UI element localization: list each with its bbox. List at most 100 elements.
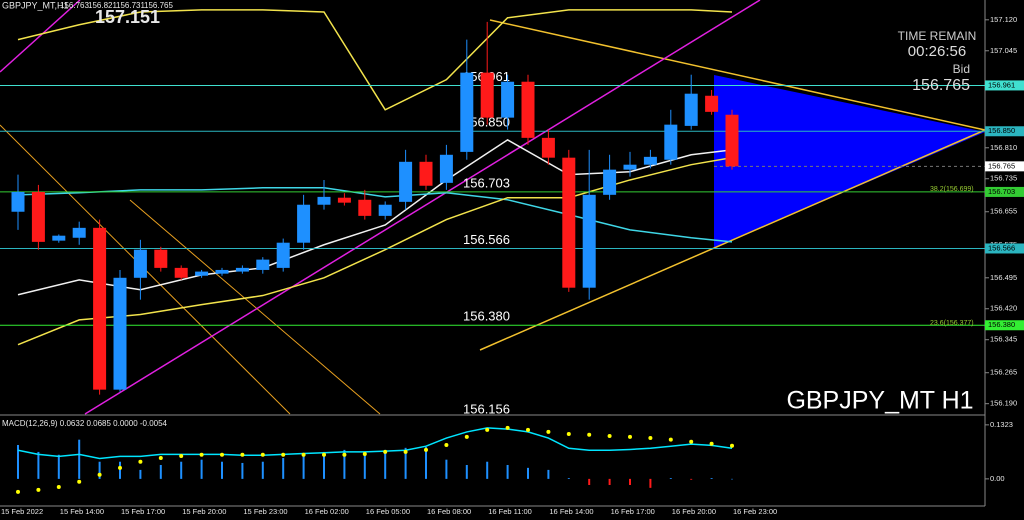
x-tick-label: 15 Feb 14:00 xyxy=(60,507,104,516)
signal-dot xyxy=(342,452,347,457)
x-tick-label: 16 Feb 08:00 xyxy=(427,507,471,516)
header-value: 156.763 xyxy=(60,1,89,10)
candle-body xyxy=(643,156,657,165)
channel-line xyxy=(0,0,81,73)
signal-dot xyxy=(158,456,163,461)
x-tick-label: 16 Feb 20:00 xyxy=(672,507,716,516)
y-tick-label: 0.00 xyxy=(990,474,1005,483)
header-value: 156.731 xyxy=(116,1,145,10)
candle-body xyxy=(317,196,331,205)
bid-box-label: 156.765 xyxy=(988,161,1015,170)
candle-body xyxy=(358,199,372,216)
signal-dot xyxy=(566,431,571,436)
macd-bar xyxy=(98,461,101,479)
macd-bar xyxy=(282,458,285,479)
candle-body xyxy=(521,81,535,138)
level-box xyxy=(985,126,1024,137)
x-tick-label: 15 Feb 20:00 xyxy=(182,507,226,516)
signal-dot xyxy=(628,434,632,439)
signal-dot xyxy=(648,436,653,441)
candle-body xyxy=(276,242,290,268)
x-tick-label: 15 Feb 23:00 xyxy=(243,507,287,516)
macd-bar xyxy=(241,462,244,479)
indicator-line xyxy=(17,9,733,111)
x-tick-label: 15 Feb 2022 xyxy=(1,507,43,516)
level-label: 156.380 xyxy=(463,309,510,324)
macd-bar xyxy=(669,478,672,479)
signal-dot xyxy=(97,472,102,477)
macd-bar xyxy=(731,478,733,480)
level-box-label: 156.850 xyxy=(988,126,1015,135)
macd-bar xyxy=(180,461,183,479)
signal-dot xyxy=(383,449,388,454)
candle-body xyxy=(154,249,168,268)
signal-dot xyxy=(36,487,41,492)
candle-body xyxy=(541,137,555,158)
y-tick-label: 156.810 xyxy=(990,143,1017,152)
candle-body xyxy=(337,197,351,203)
candle-body xyxy=(419,161,433,186)
macd-bar xyxy=(404,447,407,479)
macd-label: MACD(12,26,9) 0.0632 0.0685 0.0000 -0.00… xyxy=(2,419,168,428)
symbol-title: GBPJPY_MT,H1 xyxy=(2,0,69,10)
candle-body xyxy=(623,164,637,170)
candle-body xyxy=(684,93,698,126)
triangle-shape xyxy=(714,75,985,248)
macd-bar xyxy=(527,467,529,479)
signal-dot xyxy=(138,459,143,464)
candle-body xyxy=(11,191,25,212)
macd-bar xyxy=(139,469,142,479)
x-tick-label: 16 Feb 05:00 xyxy=(366,507,410,516)
signal-dot xyxy=(179,454,184,459)
level-box xyxy=(985,320,1024,331)
candle-body xyxy=(93,227,107,390)
candle-body xyxy=(705,95,719,112)
signal-dot xyxy=(199,452,204,457)
y-tick-label: 156.735 xyxy=(990,174,1017,183)
y-tick-label: 156.345 xyxy=(990,335,1017,344)
bid-box xyxy=(985,161,1024,172)
macd-bar xyxy=(37,451,40,479)
y-tick-label: 157.045 xyxy=(990,46,1017,55)
x-tick-label: 16 Feb 14:00 xyxy=(549,507,593,516)
channel-line xyxy=(84,0,761,415)
x-tick-label: 16 Feb 11:00 xyxy=(488,507,532,516)
candle-body xyxy=(603,169,617,195)
macd-bar xyxy=(649,478,652,488)
signal-dot xyxy=(668,437,673,442)
macd-bar xyxy=(17,444,19,479)
signal-dot xyxy=(260,452,265,457)
macd-bar xyxy=(567,478,570,479)
candle-body xyxy=(235,267,249,272)
trendline xyxy=(489,19,986,131)
signal-dot xyxy=(281,452,286,457)
signal-dot xyxy=(301,452,306,457)
time-remain: 00:26:56 xyxy=(908,43,966,60)
x-tick-label: 16 Feb 23:00 xyxy=(733,507,777,516)
signal-dot xyxy=(587,432,592,437)
candle-body xyxy=(460,72,474,152)
signal-dot xyxy=(607,434,612,439)
time-remain-label: TIME REMAIN xyxy=(898,29,977,43)
y-tick-label: 156.265 xyxy=(990,368,1017,377)
signal-dot xyxy=(240,452,245,457)
candle-body xyxy=(195,271,209,276)
candle-body xyxy=(562,157,576,288)
y-tick-label: 0.1323 xyxy=(990,420,1013,429)
macd-bar xyxy=(588,478,591,485)
x-tick-label: 16 Feb 02:00 xyxy=(305,507,349,516)
macd-bar xyxy=(221,461,223,479)
macd-line xyxy=(17,427,733,460)
fib-label: 38.2(156.699) xyxy=(930,186,974,193)
level-label: 156.156 xyxy=(463,401,510,416)
candle-body xyxy=(439,154,453,183)
signal-dot xyxy=(362,451,367,456)
signal-dot xyxy=(77,479,82,484)
macd-bar xyxy=(159,464,162,479)
level-box-label: 156.566 xyxy=(988,243,1015,252)
macd-bar xyxy=(465,464,468,479)
signal-dot xyxy=(526,427,530,432)
signal-dot xyxy=(424,447,428,452)
macd-bar xyxy=(547,469,550,479)
